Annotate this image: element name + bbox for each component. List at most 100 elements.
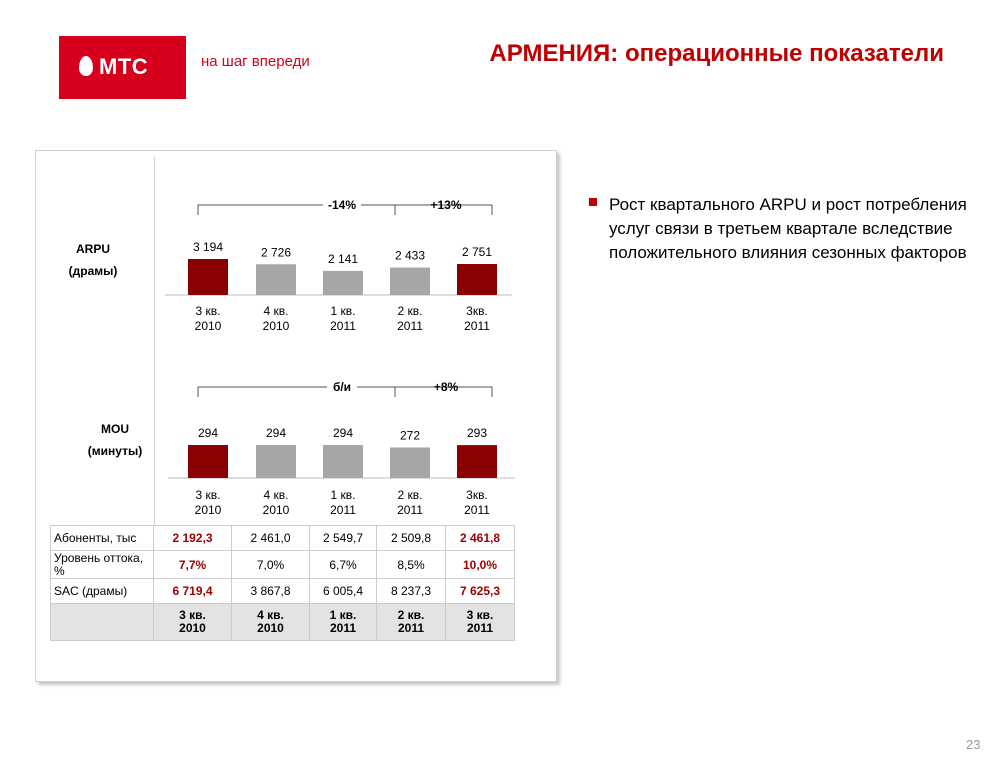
annotation-bracket	[197, 386, 327, 397]
x-tick-label: 2011	[464, 503, 490, 517]
column-header: 1 кв. 2011	[309, 603, 377, 641]
table-cell: 2 509,8	[376, 525, 446, 551]
column-header-quarter: 4 кв.	[257, 608, 284, 622]
table-cell: 2 549,7	[309, 525, 377, 551]
bar	[256, 445, 296, 478]
row-label: Абоненты, тыс	[50, 525, 154, 551]
mts-logo: МТС	[59, 36, 186, 99]
x-tick-label: 2010	[195, 503, 222, 517]
column-header: 3 кв. 2011	[445, 603, 515, 641]
annotation-bracket	[394, 204, 427, 215]
data-label: 2 751	[462, 245, 492, 259]
column-header-quarter: 1 кв.	[329, 608, 357, 622]
bar	[390, 447, 430, 478]
logo-text: МТС	[99, 54, 149, 79]
table-corner-cell	[50, 603, 154, 641]
table-row: Уровень оттока, % 7,7% 7,0% 6,7% 8,5% 10…	[50, 550, 515, 579]
bar	[457, 263, 497, 295]
annotation-bracket	[394, 386, 431, 397]
table-cell: 7 625,3	[445, 578, 515, 604]
x-tick-label: 2010	[263, 503, 290, 517]
annotation-bracket	[357, 386, 493, 397]
annotation-bracket	[461, 386, 493, 397]
arpu-label-line1: ARPU	[75, 242, 110, 256]
x-tick-label: 2011	[397, 319, 423, 333]
row-label: Уровень оттока, %	[50, 550, 154, 579]
bullet-text: Рост квартального ARPU и рост потреблени…	[609, 195, 967, 262]
page-number: 23	[966, 737, 981, 752]
data-label: 294	[266, 426, 286, 440]
egg-icon	[79, 56, 93, 76]
bar	[323, 445, 363, 478]
bar	[256, 264, 296, 295]
table-header-row: 3 кв. 2010 4 кв. 2010 1 кв. 2011 2 кв. 2011 …	[50, 603, 515, 641]
x-tick-label: 2 кв.	[398, 488, 423, 502]
bar	[188, 259, 228, 295]
annotation-label: б/и	[333, 380, 351, 394]
table-cell: 7,7%	[153, 550, 232, 579]
table-row: Абоненты, тыс 2 192,3 2 461,0 2 549,7 2 …	[50, 525, 515, 551]
mou-label: MOU (минуты)	[60, 418, 170, 462]
data-label: 272	[400, 428, 420, 442]
table-cell: 2 461,0	[231, 525, 310, 551]
x-tick-label: 3 кв.	[196, 304, 221, 318]
annotation-label: -14%	[328, 198, 356, 212]
x-tick-label: 1 кв.	[331, 488, 356, 502]
x-tick-label: 2011	[464, 319, 490, 333]
row-label: SAC (драмы)	[50, 578, 154, 604]
x-tick-label: 2011	[330, 503, 356, 517]
arpu-label: ARPU (драмы)	[38, 238, 148, 282]
annotation-bracket	[197, 204, 323, 215]
table-cell: 2 192,3	[153, 525, 232, 551]
bar	[323, 270, 363, 295]
table-cell: 6,7%	[309, 550, 377, 579]
table-cell: 8 237,3	[376, 578, 446, 604]
bar	[390, 267, 430, 295]
bar	[457, 445, 497, 478]
panel-divider	[154, 157, 155, 525]
table-cell: 2 461,8	[445, 525, 515, 551]
bar	[188, 445, 228, 478]
column-header: 4 кв. 2010	[231, 603, 310, 641]
x-tick-label: 2011	[330, 319, 356, 333]
x-tick-label: 2 кв.	[398, 304, 423, 318]
column-header-year: 2011	[329, 621, 357, 635]
data-label: 294	[333, 426, 353, 440]
table-cell: 6 005,4	[309, 578, 377, 604]
data-label: 2 141	[328, 252, 358, 266]
table-cell: 3 867,8	[231, 578, 310, 604]
column-header-year: 2010	[179, 621, 206, 635]
x-tick-label: 3кв.	[466, 304, 488, 318]
x-tick-label: 2011	[397, 503, 423, 517]
annotation-label: +13%	[430, 198, 461, 212]
table-cell: 10,0%	[445, 550, 515, 579]
column-header-year: 2011	[397, 621, 425, 635]
annotation-bracket	[465, 204, 493, 215]
page-title: АРМЕНИЯ: операционные показатели	[489, 40, 944, 67]
column-header-quarter: 3 кв.	[179, 608, 206, 622]
operating-stats-table: Абоненты, тыс 2 192,3 2 461,0 2 549,7 2 …	[50, 525, 515, 641]
mou-label-line2: (минуты)	[87, 444, 143, 458]
table-cell: 7,0%	[231, 550, 310, 579]
x-tick-label: 4 кв.	[264, 488, 289, 502]
data-label: 2 433	[395, 249, 425, 263]
bullet-marker	[589, 198, 597, 206]
column-header-quarter: 2 кв.	[397, 608, 425, 622]
data-label: 3 194	[193, 240, 223, 254]
x-tick-label: 2010	[195, 319, 222, 333]
table-cell: 6 719,4	[153, 578, 232, 604]
column-header-year: 2010	[257, 621, 284, 635]
column-header: 3 кв. 2010	[153, 603, 232, 641]
x-tick-label: 3кв.	[466, 488, 488, 502]
data-label: 293	[467, 426, 487, 440]
annotation-label: +8%	[434, 380, 459, 394]
arpu-label-line2: (драмы)	[68, 264, 118, 278]
slogan: на шаг впереди	[201, 53, 310, 70]
x-tick-label: 2010	[263, 319, 290, 333]
x-tick-label: 3 кв.	[196, 488, 221, 502]
mou-label-line1: MOU	[101, 422, 129, 436]
column-header: 2 кв. 2011	[376, 603, 446, 641]
data-label: 2 726	[261, 245, 291, 259]
data-label: 294	[198, 426, 218, 440]
